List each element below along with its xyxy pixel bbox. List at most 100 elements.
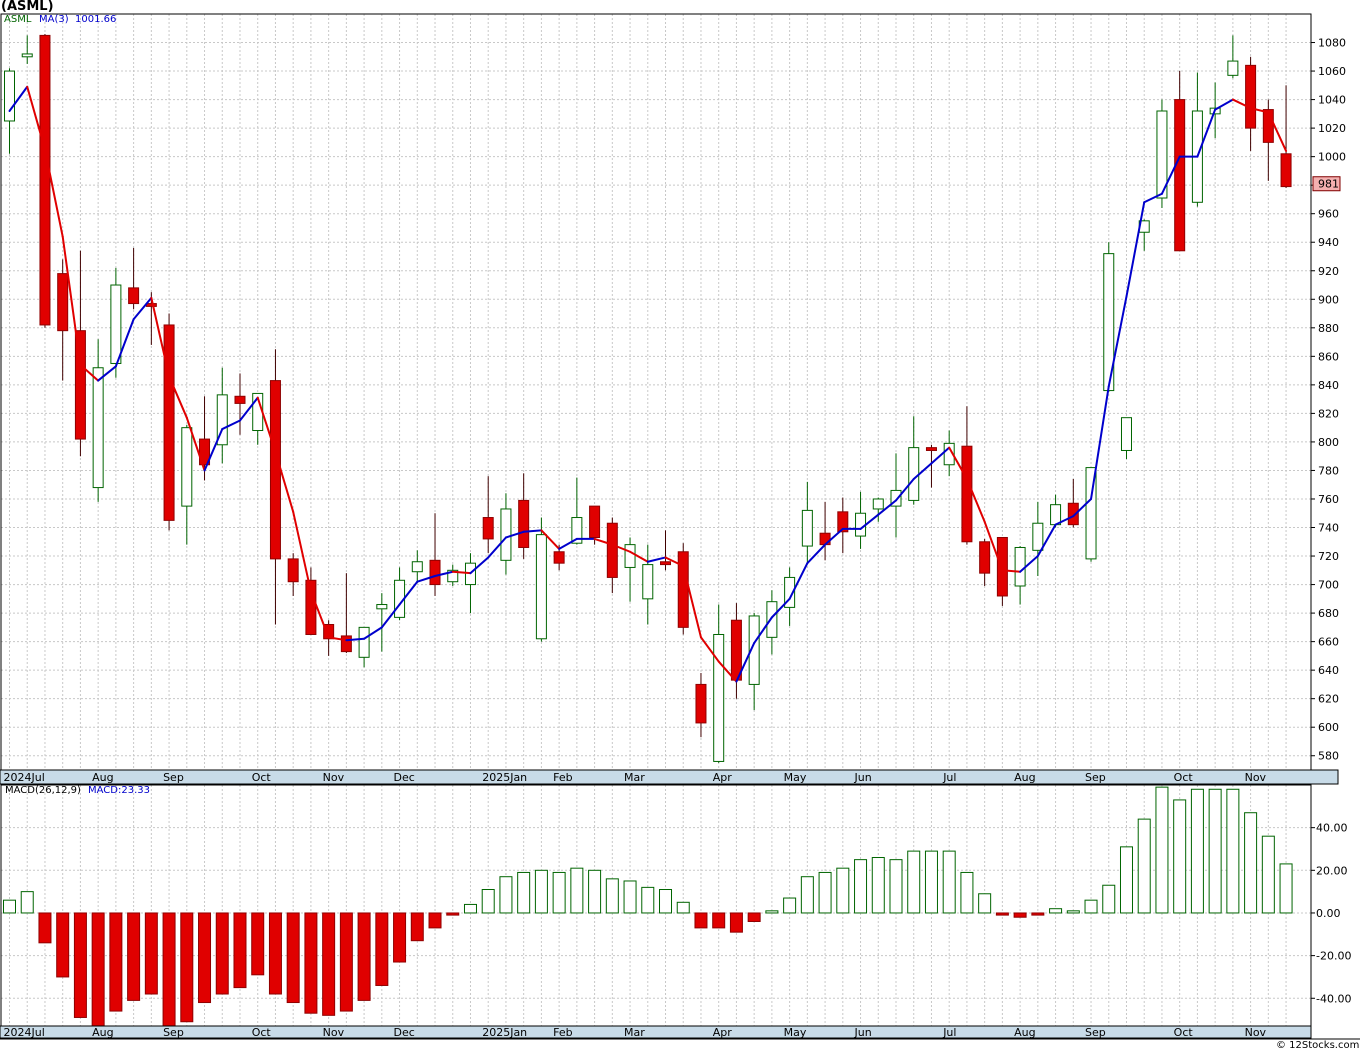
macd-bar <box>127 912 141 1001</box>
ma-segment <box>1231 98 1252 110</box>
macd-bar <box>393 912 407 963</box>
price-tag-icon: 981 <box>1312 176 1341 192</box>
candle <box>1156 99 1168 208</box>
macd-ytick-label: -20.00 <box>1316 950 1351 963</box>
candle <box>943 430 955 477</box>
ma-segment <box>1143 192 1163 204</box>
ma-segment <box>309 590 330 639</box>
ma-segment <box>504 530 525 539</box>
macd-bar <box>1261 835 1275 914</box>
candle <box>21 35 33 64</box>
ma-segment <box>79 363 100 382</box>
candle <box>234 373 246 435</box>
macd-bar <box>38 912 52 944</box>
candle <box>518 473 530 559</box>
ma-segment <box>540 529 561 550</box>
price-ytick-label: 740 <box>1318 522 1339 535</box>
ma-segment <box>522 529 543 533</box>
candle-body <box>1120 417 1132 451</box>
candle-body <box>447 569 459 583</box>
price-ytick-label: 680 <box>1318 607 1339 620</box>
ma-segment <box>327 636 348 642</box>
macd-xtick-label: Oct <box>1174 1026 1194 1039</box>
candle-body <box>1050 504 1062 526</box>
price-ytick-label: 920 <box>1318 265 1339 278</box>
candle <box>1067 479 1079 528</box>
candle-body <box>323 624 335 640</box>
candle-body <box>660 561 672 566</box>
macd-bar <box>889 859 903 914</box>
macd-bar <box>162 912 176 1027</box>
macd-bar <box>517 871 531 914</box>
price-xtick-label: Jun <box>854 771 872 784</box>
ma-segment <box>629 550 649 563</box>
macd-bar <box>109 912 123 1012</box>
price-ytick-label: 860 <box>1318 350 1339 363</box>
macd-bar <box>1226 788 1240 914</box>
candle-body <box>943 442 955 466</box>
ma-segment <box>292 510 312 593</box>
candle <box>358 626 370 668</box>
price-ytick-label: 1020 <box>1318 122 1346 135</box>
macd-xtick-label: Oct <box>252 1026 272 1039</box>
ma-segment <box>487 536 507 559</box>
candle-body <box>837 511 849 533</box>
ma-segment <box>753 616 773 645</box>
macd-xtick-label: Dec <box>394 1026 415 1039</box>
candle <box>908 416 920 505</box>
macd-bar <box>304 912 318 1014</box>
price-ytick-label: 720 <box>1318 550 1339 563</box>
macd-bar <box>215 912 229 995</box>
candle-body <box>553 551 565 564</box>
ma-segment <box>97 365 117 382</box>
macd-bar <box>995 912 1009 916</box>
candle-body <box>110 284 122 364</box>
candle <box>624 537 636 602</box>
price-tag-value: 981 <box>1318 178 1339 191</box>
macd-bar <box>286 912 300 1004</box>
macd-bar <box>836 867 850 914</box>
price-ytick-label: 1060 <box>1318 65 1346 78</box>
price-xtick-label: Nov <box>323 771 345 784</box>
ma-segment <box>983 520 1004 572</box>
candle-body <box>128 287 140 305</box>
candle-body <box>925 447 937 451</box>
macd-panel-label: MACD(26,12,9) <box>5 785 81 796</box>
candle-body <box>713 633 725 762</box>
candle <box>890 453 902 538</box>
candle <box>110 267 122 378</box>
candle-body <box>305 579 317 635</box>
price-gridlines <box>1 14 1311 770</box>
ma-segment <box>132 296 153 321</box>
candle <box>92 339 104 502</box>
candle <box>57 259 69 381</box>
candle-body <box>624 544 636 568</box>
ma-segment <box>345 637 366 642</box>
candle <box>1014 546 1026 605</box>
ma-segment <box>699 636 720 663</box>
macd-bar <box>960 871 974 914</box>
ma-segment <box>168 375 188 419</box>
macd-bar <box>729 912 743 933</box>
price-tag-box <box>1312 176 1341 192</box>
macd-bar <box>233 912 247 989</box>
ma-segment <box>877 499 897 516</box>
macd-bar <box>605 878 619 914</box>
candle-body <box>1032 522 1044 551</box>
candle <box>429 513 441 596</box>
ma-segment <box>1107 295 1128 388</box>
candle-body <box>571 517 583 544</box>
macd-bar <box>20 891 34 914</box>
price-xtick-label: Feb <box>553 771 572 784</box>
ma-segment <box>948 446 968 481</box>
moving-average-line <box>8 85 1288 683</box>
last-price-tag: 981 <box>1312 176 1341 192</box>
ma-segment <box>717 660 738 683</box>
macd-bar <box>73 912 87 1018</box>
macd-bar <box>481 889 495 914</box>
macd-ytick-label: 20.00 <box>1316 864 1348 877</box>
price-ytick-label: 640 <box>1318 664 1339 677</box>
ma-segment <box>1125 201 1146 298</box>
